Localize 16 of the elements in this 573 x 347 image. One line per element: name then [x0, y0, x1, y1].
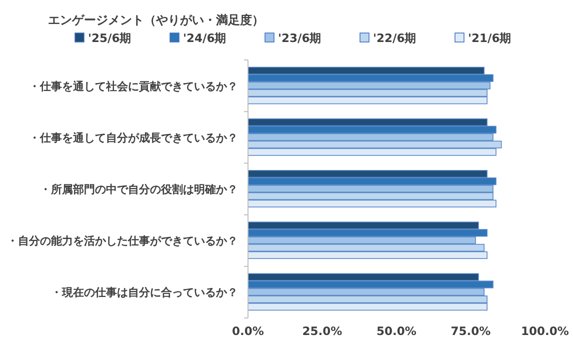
legend-label: '22/6期 [373, 31, 417, 45]
x-tick-label: 25.0% [302, 324, 343, 338]
x-tick-label: 0.0% [232, 324, 264, 338]
y-tick-label: ・仕事を通して社会に貢献できているか？ [29, 80, 238, 93]
legend-label: '23/6期 [278, 31, 322, 45]
chart-title: エンゲージメント（やりがい・満足度） [48, 13, 264, 27]
y-tick-label: ・自分の能力を活かした仕事ができているか？ [7, 234, 238, 248]
y-tick-label: ・現在の仕事は自分に合っているか？ [51, 286, 238, 300]
y-tick-label: ・仕事を通して自分が成長できているか？ [29, 131, 238, 144]
legend-label: '25/6期 [88, 31, 132, 45]
x-tick-label: 100.0% [521, 324, 570, 338]
legend-label: '24/6期 [183, 31, 227, 45]
x-tick-label: 75.0% [450, 324, 492, 338]
legend-label: '21/6期 [468, 31, 512, 45]
y-tick-label: ・所属部門の中で自分の役割は明確か？ [40, 183, 238, 196]
x-tick-label: 50.0% [376, 324, 417, 338]
